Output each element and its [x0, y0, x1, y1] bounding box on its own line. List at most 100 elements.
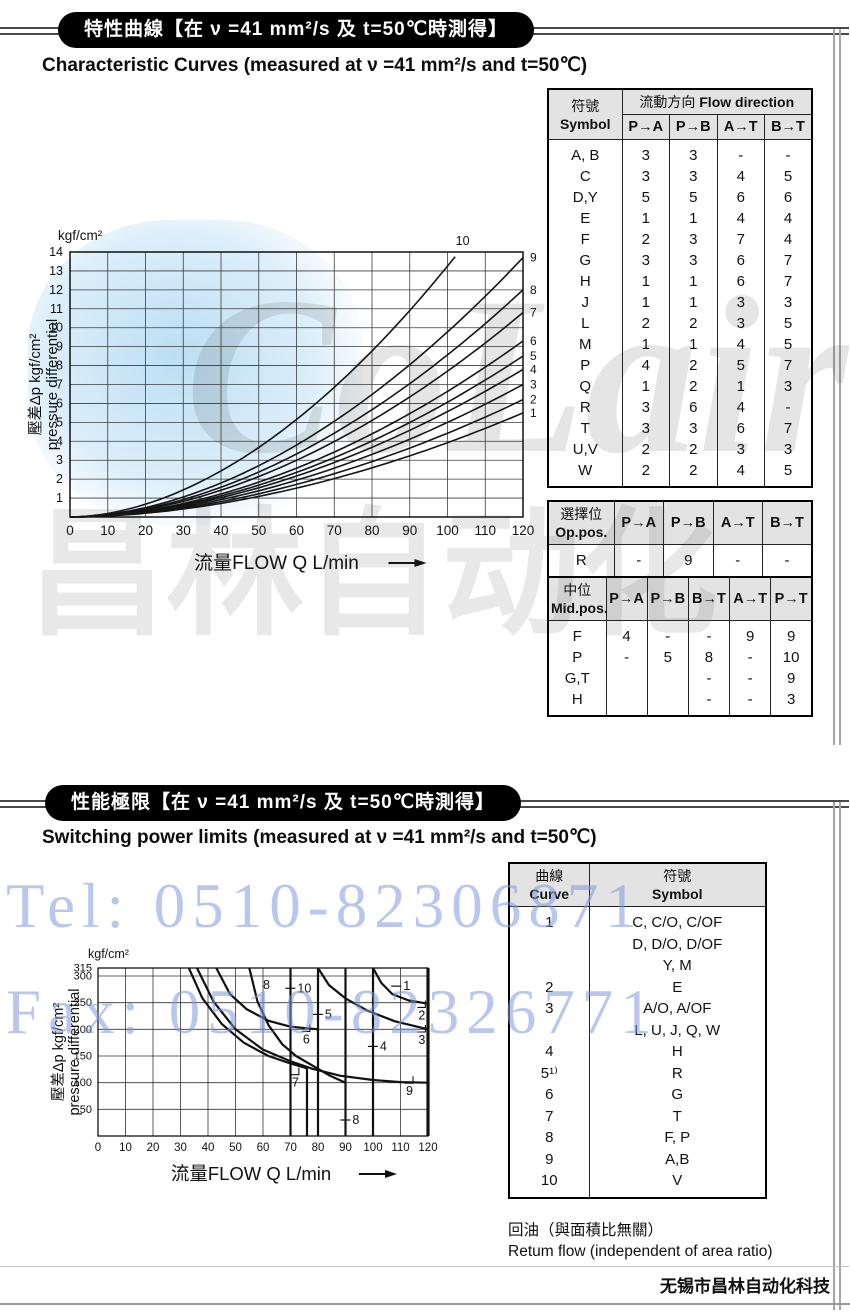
svg-text:50: 50	[80, 1104, 92, 1116]
svg-text:315: 315	[74, 963, 92, 975]
section1-title-pill: 特性曲線【在 ν =41 mm²/s 及 t=50℃時測得】	[58, 12, 535, 48]
svg-text:30: 30	[174, 1142, 187, 1154]
svg-text:11: 11	[50, 302, 63, 316]
direction-a-t: A→T	[729, 576, 772, 621]
curve-number	[508, 1019, 590, 1041]
row-value: 4	[716, 166, 765, 187]
row-value	[646, 668, 689, 689]
curve-number: 6	[508, 1084, 590, 1106]
direction-p-b: P→B	[663, 500, 714, 545]
curve-symbols: G	[588, 1084, 767, 1106]
direction-p-a: P→A	[621, 114, 670, 140]
mid-pos-cn: 中位	[563, 582, 592, 598]
row-value: 2	[669, 439, 718, 460]
table-row: G,T - -9	[547, 668, 813, 689]
row-value: 7	[716, 229, 765, 250]
svg-text:300: 300	[74, 971, 92, 983]
flow-direction-en: Flow direction	[699, 94, 795, 110]
direction-a-t: A→T	[716, 114, 765, 140]
curve-number	[508, 933, 590, 955]
row-value: 6	[716, 250, 765, 271]
row-value: 5	[764, 334, 813, 355]
svg-text:1: 1	[56, 491, 63, 505]
row-symbol: F	[547, 229, 623, 250]
svg-text:10: 10	[297, 981, 311, 995]
row-value: 3	[621, 397, 670, 418]
section2-subtitle: Switching power limits (measured at ν =4…	[42, 827, 597, 848]
curve-header: 曲線 Curve	[508, 862, 590, 907]
flow-table-symbol-header: 符號 Symbol	[547, 88, 623, 140]
svg-text:流量FLOW Q L/min: 流量FLOW Q L/min	[194, 552, 359, 574]
row-value: 5	[669, 187, 718, 208]
row-symbol: L	[547, 313, 623, 334]
svg-text:2: 2	[56, 472, 63, 486]
curve-symbols: A,B	[588, 1148, 767, 1170]
row-value: 4	[764, 229, 813, 250]
row-value: 3	[716, 439, 765, 460]
row-value: 3	[716, 313, 765, 334]
row-value: -	[613, 544, 664, 578]
mid-pos-header-row: 中位 Mid.pos. P→A P→B B→T A→T P→T	[547, 576, 813, 621]
row-value: 4	[716, 397, 765, 418]
svg-text:9: 9	[530, 251, 537, 265]
svg-text:5: 5	[325, 1007, 332, 1021]
row-value: 4	[621, 355, 670, 376]
op-pos-en: Op.pos.	[555, 524, 608, 540]
row-value: 8	[687, 647, 731, 668]
frame-line-right-1	[833, 29, 841, 745]
svg-text:4: 4	[530, 362, 537, 376]
row-value: 3	[669, 166, 718, 187]
row-value: 1	[621, 376, 670, 397]
row-value: 1	[621, 334, 670, 355]
curve-table-row: 1 C, C/O, C/OF	[508, 906, 767, 934]
row-value: 3	[621, 166, 670, 187]
svg-text:0: 0	[95, 1142, 101, 1154]
svg-text:50: 50	[251, 523, 266, 538]
svg-text:壓差Δp kgf/cm²: 壓差Δp kgf/cm²	[50, 1003, 67, 1101]
row-value: -	[687, 620, 731, 647]
curve-number: 3	[508, 998, 590, 1020]
row-symbol: J	[547, 292, 623, 313]
svg-text:12: 12	[49, 283, 63, 297]
row-value: -	[646, 620, 689, 647]
row-value: 5	[764, 166, 813, 187]
svg-text:10: 10	[119, 1142, 132, 1154]
curve-table-row: 3 A/O, A/OF	[508, 998, 767, 1020]
svg-text:9: 9	[56, 340, 63, 354]
svg-text:250: 250	[74, 997, 92, 1009]
svg-text:0: 0	[66, 523, 74, 538]
direction-p-b: P→B	[669, 114, 718, 140]
table-row: P -5 8-10	[547, 647, 813, 668]
svg-text:90: 90	[402, 523, 417, 538]
curve-symbols: A/O, A/OF	[588, 998, 767, 1020]
svg-text:110: 110	[474, 523, 496, 538]
curve-number: 4	[508, 1041, 590, 1063]
svg-text:150: 150	[74, 1051, 92, 1063]
curve-number: 2	[508, 976, 590, 998]
flow-table-header-row: 符號 Symbol 流動方向 Flow direction	[547, 88, 813, 140]
svg-text:60: 60	[289, 523, 304, 538]
svg-text:30: 30	[176, 523, 191, 538]
svg-text:10: 10	[456, 234, 470, 248]
row-value: 4	[605, 620, 648, 647]
curve-header-en: Curve	[529, 886, 570, 902]
svg-text:90: 90	[339, 1142, 352, 1154]
svg-text:6: 6	[530, 334, 537, 348]
row-value: 5	[716, 355, 765, 376]
row-value: 3	[621, 250, 670, 271]
row-value: -	[729, 689, 772, 716]
row-value: -	[605, 647, 648, 668]
row-value: 2	[621, 313, 670, 334]
company-footer: 无锡市昌林自动化科技	[660, 1277, 830, 1296]
svg-text:pressure differential: pressure differential	[44, 319, 61, 450]
svg-text:10: 10	[100, 523, 115, 538]
row-value: 2	[669, 313, 718, 334]
